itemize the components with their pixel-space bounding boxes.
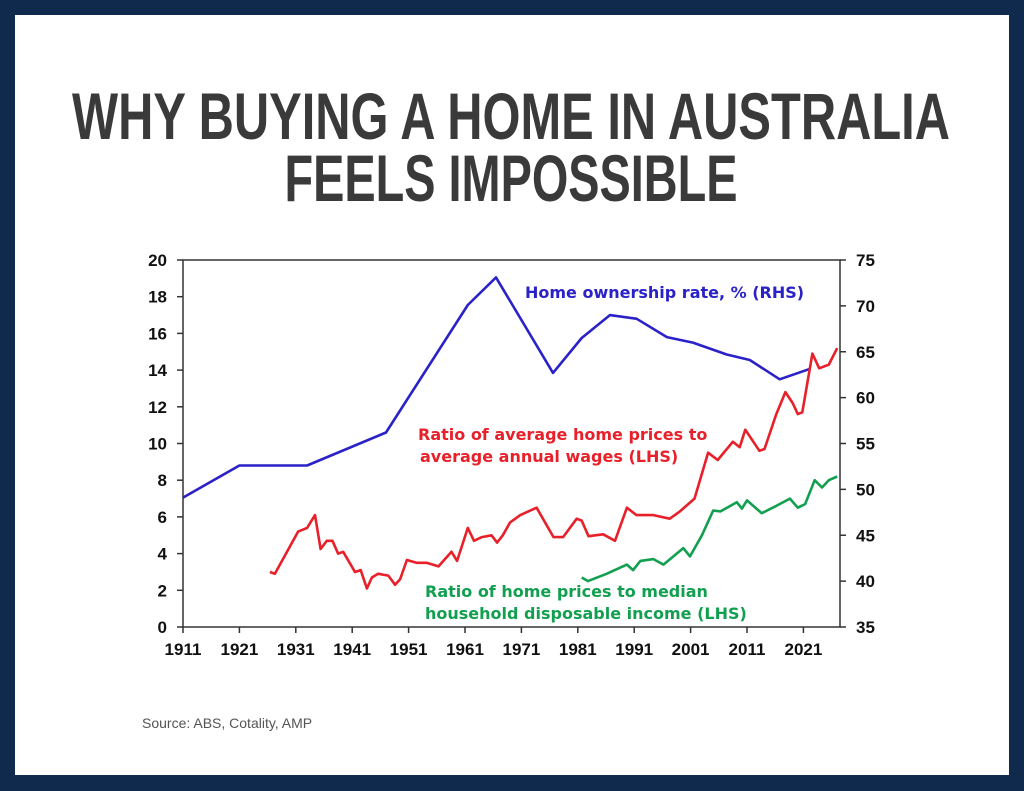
series-label-1: Ratio of average home prices to xyxy=(418,425,707,444)
x-tick-label: 1941 xyxy=(333,640,371,659)
y-right-tick-label: 65 xyxy=(856,343,875,362)
x-tick-label: 1971 xyxy=(502,640,540,659)
title-line-2: FEELS IMPOSSIBLE xyxy=(285,141,738,215)
x-tick-label: 1961 xyxy=(446,640,484,659)
series-label-2: Ratio of home prices to median xyxy=(425,582,708,601)
y-right-tick-label: 60 xyxy=(856,389,875,408)
y-left-tick-label: 18 xyxy=(148,288,167,307)
y-left-tick-label: 6 xyxy=(158,508,167,527)
x-tick-label: 2021 xyxy=(784,640,822,659)
x-tick-label: 1921 xyxy=(220,640,258,659)
y-left-tick-label: 4 xyxy=(158,545,168,564)
y-right-tick-label: 50 xyxy=(856,480,875,499)
x-tick-label: 1981 xyxy=(559,640,597,659)
infographic-card xyxy=(15,15,1009,775)
series-line-1 xyxy=(269,347,839,590)
series-line-2 xyxy=(581,475,838,583)
y-right-tick-label: 55 xyxy=(856,435,875,454)
y-left-tick-label: 12 xyxy=(148,398,167,417)
series-label-0: Home ownership rate, % (RHS) xyxy=(525,283,804,302)
series-label-2: household disposable income (LHS) xyxy=(425,604,747,623)
source-note: Source: ABS, Cotality, AMP xyxy=(142,715,312,731)
y-left-tick-label: 10 xyxy=(148,435,167,454)
y-left-tick-label: 14 xyxy=(148,361,167,380)
y-left-tick-label: 20 xyxy=(148,251,167,270)
y-right-tick-label: 70 xyxy=(856,297,875,316)
y-left-tick-label: 0 xyxy=(158,618,167,637)
x-tick-label: 2001 xyxy=(672,640,710,659)
y-right-tick-label: 45 xyxy=(856,526,875,545)
y-left-tick-label: 8 xyxy=(158,471,167,490)
series-label-1: average annual wages (LHS) xyxy=(420,447,678,466)
series-line-0 xyxy=(182,276,810,499)
x-tick-label: 1991 xyxy=(615,640,653,659)
x-tick-label: 1911 xyxy=(165,640,202,659)
x-tick-label: 1951 xyxy=(390,640,428,659)
y-left-tick-label: 16 xyxy=(148,324,167,343)
chart: 1911 1921 1931 1941 1951 1961 1971 1981 1991 2001… xyxy=(148,251,875,659)
y-right-tick-label: 75 xyxy=(856,251,875,270)
y-right-tick-label: 35 xyxy=(856,618,875,637)
title-line-1: WHY BUYING A HOME IN AUSTRALIA xyxy=(72,79,950,153)
x-tick-label: 1931 xyxy=(277,640,315,659)
y-left-tick-label: 2 xyxy=(158,581,167,600)
y-right-tick-label: 40 xyxy=(856,572,875,591)
x-tick-label: 2011 xyxy=(729,640,766,659)
